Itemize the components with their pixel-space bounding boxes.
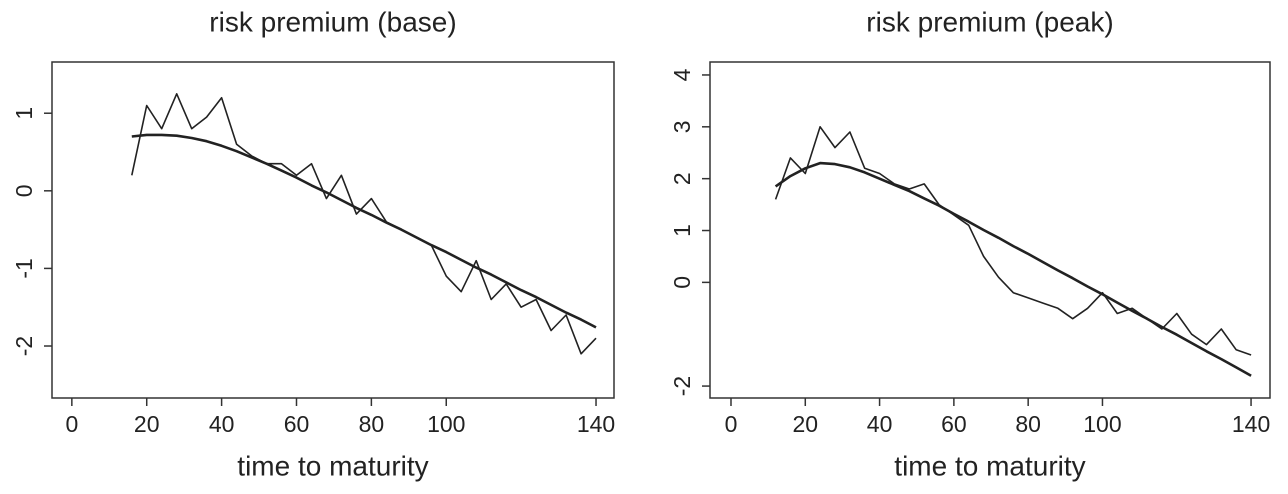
y-tick-label: 4 [669,68,695,81]
x-axis-label: time to maturity [894,450,1085,481]
x-tick-label: 0 [65,411,78,437]
x-tick-label: 140 [1232,411,1270,437]
plot-frame [709,61,1271,399]
y-tick-label: 2 [669,172,695,185]
series-line [774,126,1252,356]
x-axis-label: time to maturity [237,450,428,481]
y-tick-label: 1 [669,224,695,237]
x-tick-label: 140 [577,411,615,437]
y-tick-label: 1 [11,107,37,120]
x-tick-label: 20 [134,411,160,437]
x-tick-label: 60 [941,411,967,437]
series-line [131,133,597,329]
y-tick-label: -2 [669,376,695,396]
y-tick-label: -1 [11,258,37,278]
series-line [131,93,597,355]
x-tick-label: 40 [867,411,893,437]
x-tick-label: 40 [209,411,235,437]
x-tick-label: 20 [792,411,818,437]
x-tick-label: 100 [1083,411,1121,437]
x-tick-label: 80 [359,411,385,437]
plot-frame [51,61,615,399]
series-line [774,161,1252,377]
x-tick-label: 100 [427,411,465,437]
y-tick-label: 0 [11,184,37,197]
y-tick-label: 0 [669,276,695,289]
x-tick-label: 0 [725,411,738,437]
x-tick-label: 60 [284,411,310,437]
chart-title: risk premium (base) [209,6,456,37]
y-tick-label: 3 [669,120,695,133]
y-tick-label: -2 [11,336,37,356]
chart-title: risk premium (peak) [866,6,1113,37]
x-tick-label: 80 [1015,411,1041,437]
